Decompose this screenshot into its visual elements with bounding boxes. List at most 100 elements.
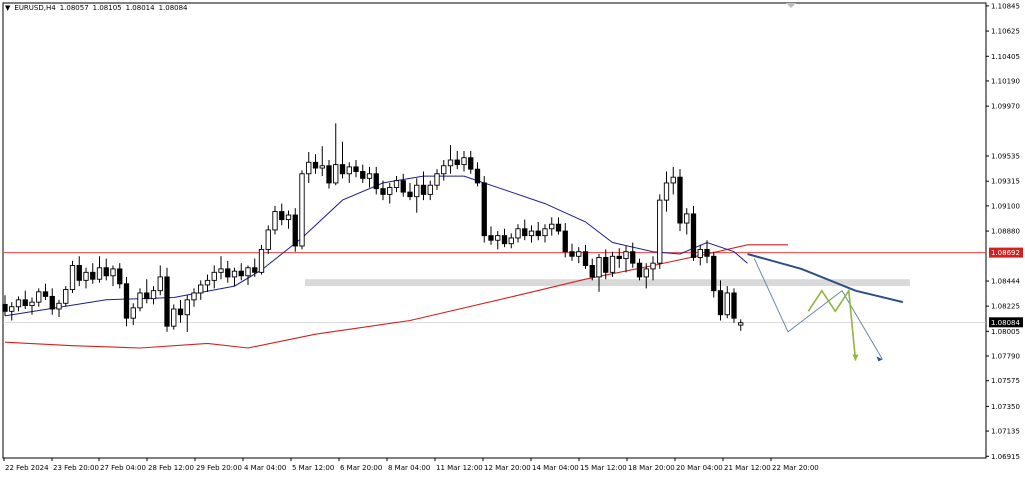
candle-body [447, 159, 454, 167]
candle [495, 231, 501, 250]
x-tick-label: 23 Feb 20:00 [53, 464, 99, 472]
candle-body [616, 255, 622, 260]
candle-body [542, 228, 548, 237]
candle [630, 242, 636, 268]
candle-body [157, 276, 163, 292]
candle [326, 160, 332, 189]
candle-body [63, 289, 69, 304]
candle-body [454, 159, 460, 166]
candle [184, 295, 190, 332]
candle [366, 166, 373, 188]
candle [238, 263, 244, 281]
candle [582, 244, 589, 269]
candle [549, 217, 555, 236]
candle-body [272, 211, 278, 231]
x-tick-label: 5 Mar 12:00 [292, 464, 334, 472]
candle [636, 258, 643, 281]
candle [414, 178, 420, 213]
candle [393, 176, 400, 193]
candle-body [258, 248, 265, 273]
candle-body [508, 237, 514, 245]
candle-body [474, 168, 481, 184]
candle-body [663, 182, 670, 201]
candle-body [238, 270, 244, 277]
price-tag-box [989, 247, 1023, 258]
candle [711, 251, 717, 298]
projection-green-line [807, 288, 857, 361]
candle [508, 233, 514, 249]
high-price: 1.08105 [92, 4, 122, 12]
candle-body [319, 165, 325, 169]
candle [76, 256, 82, 287]
candle [474, 162, 481, 187]
candle [231, 267, 238, 287]
candle-body [184, 299, 190, 316]
candle [36, 288, 42, 307]
candle [171, 304, 177, 330]
candle-body [481, 182, 487, 237]
candle-body [83, 271, 89, 281]
candle [56, 299, 62, 318]
candle [657, 194, 663, 269]
candle [501, 228, 508, 248]
candle-body [9, 306, 15, 312]
candle [596, 253, 602, 292]
x-tick-label: 27 Feb 04:00 [100, 464, 146, 472]
candle-body [110, 268, 116, 277]
candle [670, 166, 676, 195]
y-tick-label: 1.09970 [991, 103, 1020, 111]
candle-body [636, 262, 643, 278]
candle [643, 263, 649, 289]
candle [339, 141, 346, 179]
candle [225, 260, 231, 283]
y-tick-label: 1.10845 [991, 2, 1020, 10]
candle-body [650, 262, 656, 270]
candle-body [555, 223, 562, 232]
symbol-timeframe: EURUSD,H4 [14, 4, 56, 12]
candle [515, 224, 521, 243]
candle [164, 267, 170, 332]
y-tick-label: 1.08225 [991, 303, 1020, 311]
candle-body [306, 161, 312, 175]
x-tick-label: 22 Mar 20:00 [772, 464, 819, 472]
candle [123, 276, 130, 327]
candle [488, 226, 494, 245]
candle-body [393, 180, 400, 188]
price-tag-label: 1.08692 [991, 249, 1020, 257]
y-tick-label: 1.08444 [991, 278, 1020, 286]
candle [177, 299, 184, 323]
projection-main-line [747, 253, 904, 304]
candle-body [231, 270, 238, 278]
candle [697, 244, 703, 266]
candle-body [76, 265, 82, 281]
candle [704, 240, 710, 264]
x-tick-label: 14 Mar 04:00 [532, 464, 579, 472]
candle-body [630, 251, 636, 264]
scroll-marker-icon[interactable] [786, 3, 796, 8]
candle-body [69, 265, 76, 290]
candle [650, 256, 656, 281]
candle [211, 265, 217, 289]
x-tick-label: 21 Mar 12:00 [724, 464, 771, 472]
candle [258, 244, 265, 275]
collapse-triangle-icon[interactable]: ▼ [5, 4, 11, 12]
candle [400, 173, 406, 197]
x-tick-label: 12 Mar 20:00 [484, 464, 531, 472]
candle [684, 208, 690, 235]
open-price: 1.08057 [59, 4, 89, 12]
candle-body [333, 164, 339, 184]
candle-body [137, 292, 143, 309]
candle [481, 176, 487, 243]
y-tick-label: 1.08880 [991, 228, 1020, 236]
candle-body [2, 303, 8, 312]
candle-body [603, 256, 609, 273]
candle-body [427, 184, 433, 195]
candle [717, 280, 724, 321]
candle [535, 221, 541, 241]
candle [353, 160, 359, 178]
y-tick-label: 1.07790 [991, 352, 1020, 360]
candle-body [697, 248, 703, 258]
candle-body [387, 187, 393, 195]
